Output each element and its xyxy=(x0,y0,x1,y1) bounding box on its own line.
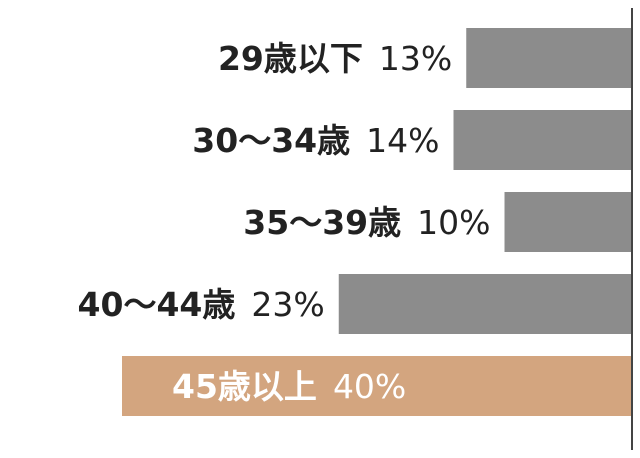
bar-label-2: 35～39歳 10% xyxy=(243,203,490,242)
bar-label-3: 40～44歳 23% xyxy=(78,285,325,324)
category-label-4: 45歳以上 xyxy=(172,367,317,406)
bar-label-0: 29歳以下 13% xyxy=(218,39,452,78)
bar-label-1: 30～34歳 14% xyxy=(192,121,439,160)
value-label-2: 10% xyxy=(417,203,490,242)
value-label-0: 13% xyxy=(379,39,452,78)
value-label-3: 23% xyxy=(251,285,324,324)
bar-1 xyxy=(453,110,632,170)
category-label-1: 30～34歳 xyxy=(192,121,350,160)
bar-0 xyxy=(466,28,632,88)
category-label-2: 35～39歳 xyxy=(243,203,401,242)
bar-2 xyxy=(504,192,632,252)
bar-3 xyxy=(338,274,632,334)
category-label-0: 29歳以下 xyxy=(218,39,363,78)
bar-4 xyxy=(122,356,632,416)
category-label-3: 40～44歳 xyxy=(78,285,236,324)
bars-group xyxy=(122,28,632,416)
bar-label-4: 45歳以上 40% xyxy=(172,367,406,406)
value-label-1: 14% xyxy=(366,121,439,160)
value-label-4: 40% xyxy=(333,367,406,406)
labels-group: 29歳以下 13% 30～34歳 14% 35～39歳 10% 40～44歳 23% 45歳以上… xyxy=(78,39,491,406)
